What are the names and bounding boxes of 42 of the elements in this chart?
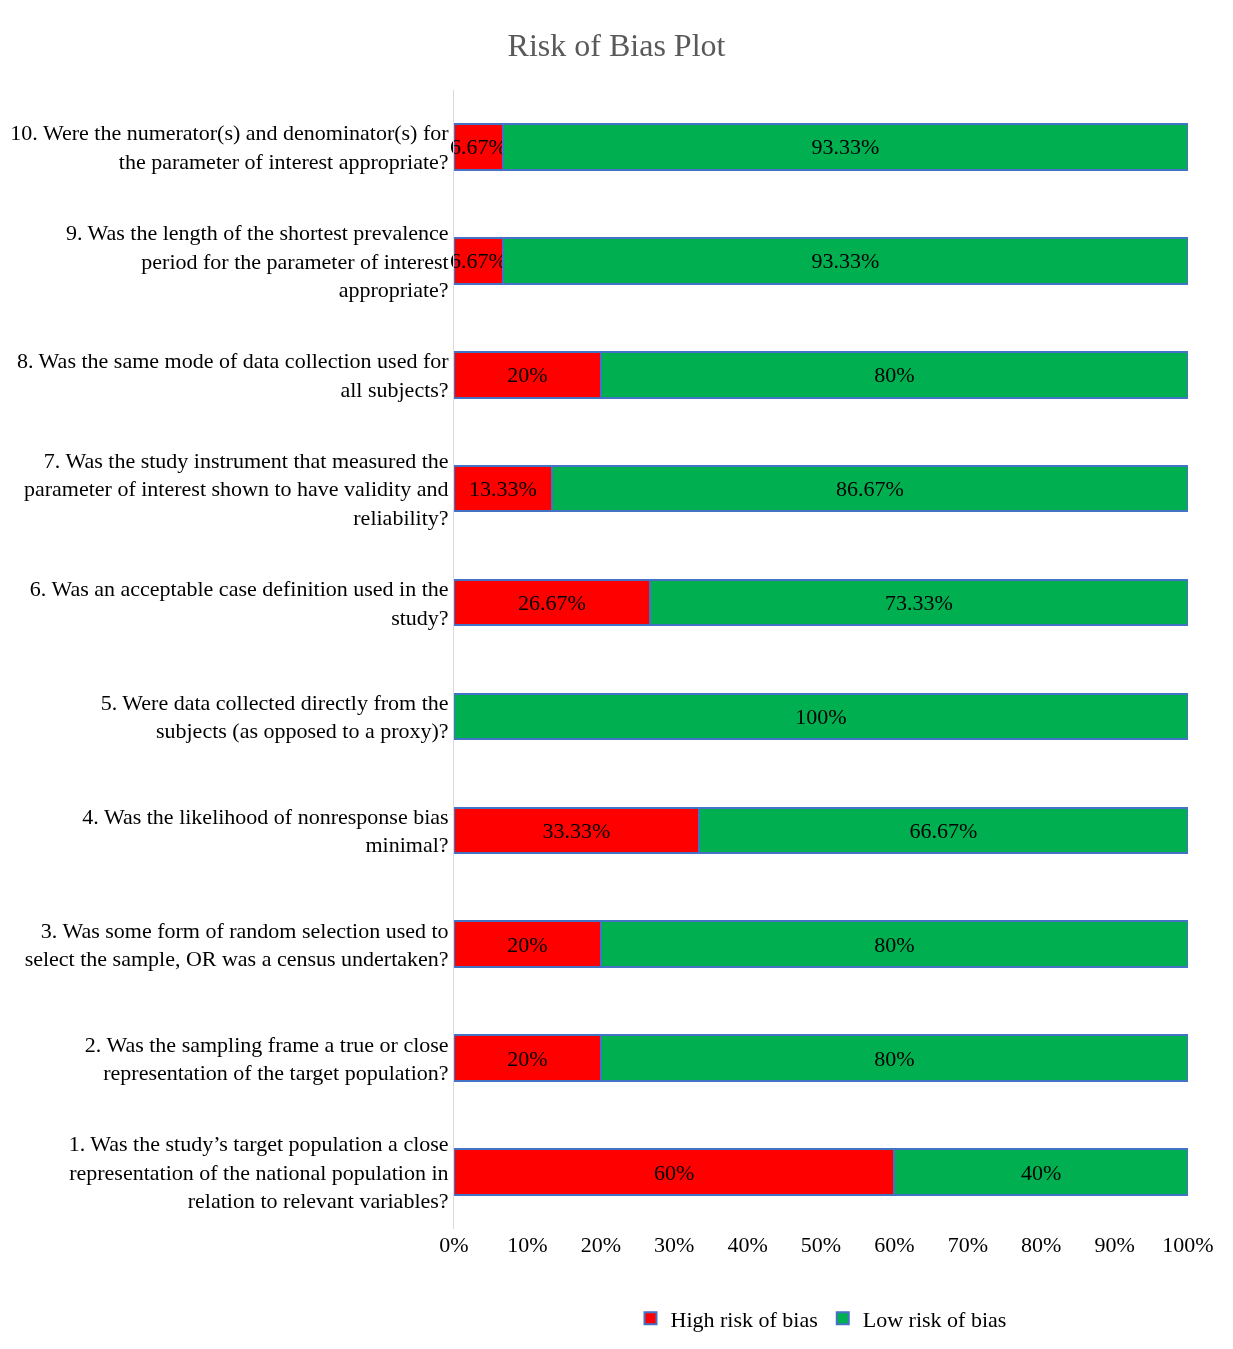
data-label: 80% xyxy=(874,931,915,957)
data-label: 80% xyxy=(874,362,915,388)
x-tick-label: 20% xyxy=(580,1232,621,1257)
data-label: 20% xyxy=(507,362,548,388)
y-tick-label: 5. Were data collected directly from the subjects (as opposed to a proxy)? xyxy=(100,689,449,744)
legend-label: High risk of bias xyxy=(670,1306,818,1332)
data-label: 100% xyxy=(795,703,847,729)
data-label: 66.67% xyxy=(909,817,978,843)
x-tick-label: 10% xyxy=(507,1232,548,1257)
y-tick-label: 3. Was some form of random selection used to select the sample, OR was a census undertaken? xyxy=(24,917,449,972)
y-tick-label: 6. Was an acceptable case definition used in the study? xyxy=(29,575,449,630)
data-label: 20% xyxy=(507,931,548,957)
data-label: 60% xyxy=(654,1159,695,1185)
x-tick-label: 60% xyxy=(874,1232,915,1257)
data-label: 40% xyxy=(1021,1159,1062,1185)
data-label: 13.33% xyxy=(469,476,537,502)
x-tick-label: 80% xyxy=(1021,1232,1062,1257)
x-tick-label: 40% xyxy=(727,1232,768,1257)
x-tick-label: 90% xyxy=(1094,1232,1135,1257)
x-tick-label: 50% xyxy=(800,1232,842,1257)
x-tick-label: 100% xyxy=(1162,1232,1214,1257)
y-tick-label: 7. Was the study instrument that measured the parameter of interest shown to have validity and reliability? xyxy=(24,447,449,530)
x-tick-label: 0% xyxy=(439,1232,469,1257)
data-label: 26.67% xyxy=(517,590,586,616)
y-tick-label: 4. Was the likelihood of nonresponse bias minimal? xyxy=(82,803,449,858)
y-tick-label: 10. Were the numerator(s) and denominator(s) for the parameter of interest appropriate? xyxy=(10,120,450,174)
data-label: 73.33% xyxy=(884,590,953,616)
data-label: 33.33% xyxy=(542,817,611,843)
data-label: 80% xyxy=(874,1045,915,1071)
y-tick-label: 1. Was the study’s target population a close representation of the national population in relation to relevant variables? xyxy=(68,1131,449,1214)
x-tick-label: 70% xyxy=(947,1232,988,1257)
data-label: 93.33% xyxy=(811,248,880,274)
y-tick-label: 8. Was the same mode of data collection used for all subjects? xyxy=(17,348,450,402)
data-label: 93.33% xyxy=(811,134,880,160)
bar xyxy=(454,692,1188,741)
y-tick-label: 2. Was the sampling frame a true or close representation of the target population? xyxy=(84,1031,449,1086)
legend-label: Low risk of bias xyxy=(862,1306,1007,1332)
chart-title: Risk of Bias Plot xyxy=(507,27,726,64)
y-tick-label: 9. Was the length of the shortest prevalence period for the parameter of interest appropriate? xyxy=(65,219,449,303)
data-label: 20% xyxy=(507,1045,548,1071)
data-label: 86.67% xyxy=(836,476,904,502)
x-tick-label: 30% xyxy=(654,1232,695,1257)
